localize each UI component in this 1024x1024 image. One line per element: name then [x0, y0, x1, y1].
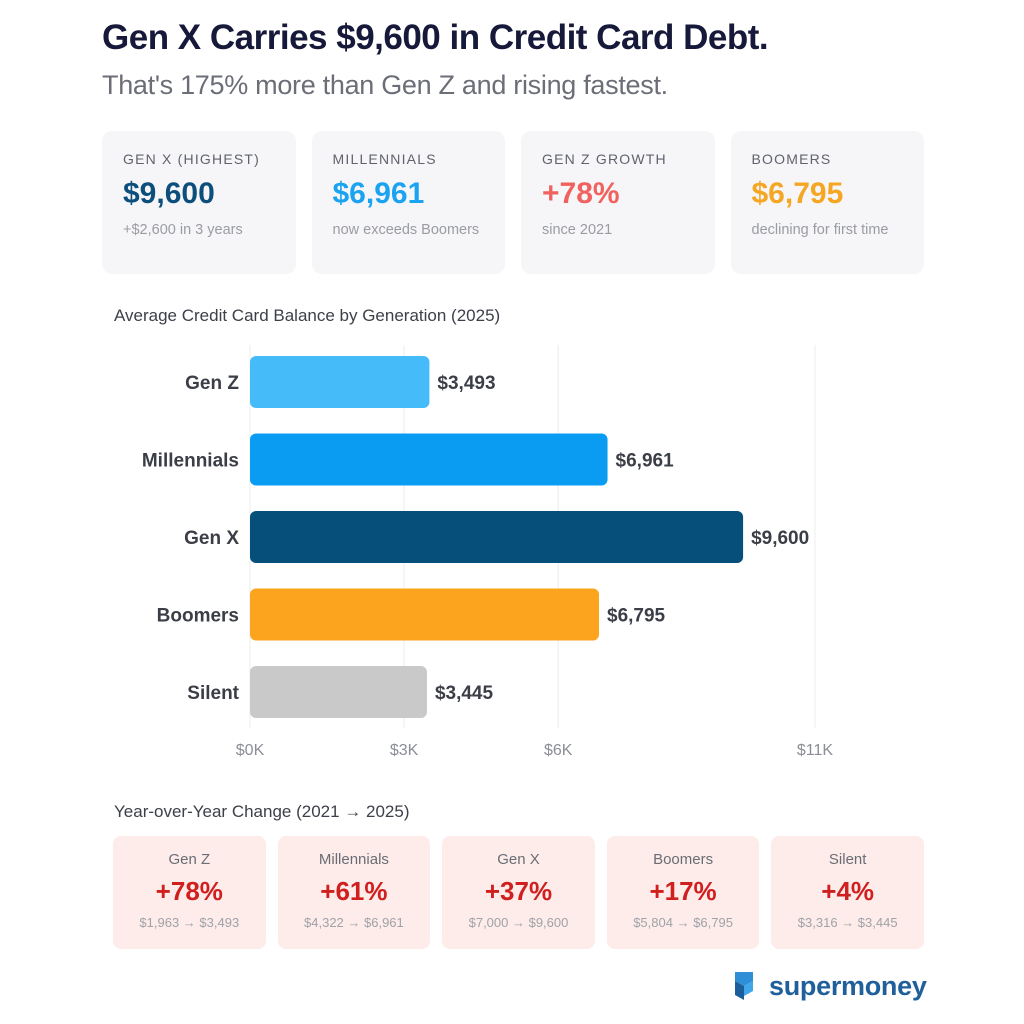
- category-label: Gen Z: [185, 373, 239, 394]
- stat-cards: GEN X (HIGHEST) $9,600 +$2,600 in 3 year…: [102, 131, 924, 274]
- yoy-card-range: $7,000 → $9,600: [468, 915, 569, 930]
- bar-chart-svg: $0K $3K $6K $11K Gen Z $3,493 Millennials $6,96…: [142, 345, 834, 759]
- stat-card-millennials: MILLENNIALS $6,961 now exceeds Boomers: [311, 131, 505, 274]
- yoy-card-percent: +37%: [484, 876, 553, 906]
- stat-card-note: declining for first time: [751, 222, 889, 238]
- bar: [250, 511, 744, 563]
- chart-title: Average Credit Card Balance by Generatio…: [114, 306, 501, 325]
- yoy-card-percent: +61%: [320, 876, 388, 906]
- stat-card-value: $9,600: [123, 177, 215, 210]
- yoy-card-name: Silent: [828, 851, 867, 868]
- stat-card-label: GEN X (HIGHEST): [123, 151, 261, 167]
- stat-card-note: now exceeds Boomers: [332, 222, 480, 238]
- stat-card-value: $6,795: [751, 177, 844, 210]
- yoy-cards: Gen Z +78% $1,963 → $3,493 Millennials +…: [113, 836, 924, 949]
- yoy-card-name: Gen Z: [168, 851, 211, 868]
- yoy-card-gen-z: Gen Z +78% $1,963 → $3,493: [113, 836, 266, 949]
- page-subtitle: That's 175% more than Gen Z and rising f…: [102, 70, 668, 100]
- x-tick-label: $11K: [797, 742, 834, 759]
- yoy-card-range: $3,316 → $3,445: [797, 915, 898, 930]
- yoy-card-boomers: Boomers +17% $5,804 → $6,795: [606, 836, 760, 949]
- stat-card-label: BOOMERS: [751, 151, 832, 167]
- balance-bar-chart: $0K $3K $6K $11K Gen Z $3,493 Millennials $6,96…: [0, 330, 1024, 770]
- stat-card-label: MILLENNIALS: [332, 151, 437, 167]
- stat-card-gen-x: GEN X (HIGHEST) $9,600 +$2,600 in 3 year…: [102, 131, 296, 274]
- stat-card-gen-z-growth: GEN Z GROWTH +78% since 2021: [521, 131, 715, 274]
- yoy-card-name: Millennials: [318, 851, 389, 868]
- yoy-title: Year-over-Year Change (2021 → 2025): [114, 802, 410, 821]
- yoy-card-silent: Silent +4% $3,316 → $3,445: [771, 836, 924, 949]
- category-label: Silent: [187, 683, 239, 704]
- yoy-card-percent: +78%: [155, 876, 223, 906]
- yoy-card-percent: +4%: [821, 876, 875, 906]
- yoy-card-gen-x: Gen X +37% $7,000 → $9,600: [442, 836, 595, 949]
- yoy-card-name: Gen X: [497, 851, 540, 868]
- yoy-card-percent: +17%: [649, 876, 717, 906]
- yoy-card-range: $4,322 → $6,961: [304, 915, 404, 930]
- supermoney-logo-icon: [735, 972, 753, 1000]
- yoy-card-range: $1,963 → $3,493: [139, 915, 240, 930]
- stat-card-note: +$2,600 in 3 years: [123, 222, 243, 238]
- bar-value-label: $6,795: [607, 606, 666, 627]
- bar: [250, 356, 430, 408]
- bar: [250, 588, 600, 641]
- bar-value-label: $9,600: [751, 528, 809, 549]
- stat-card-value: +78%: [542, 177, 620, 210]
- x-tick-label: $6K: [544, 742, 573, 759]
- bar-value-label: $3,445: [435, 683, 494, 704]
- bar-value-label: $6,961: [616, 451, 675, 472]
- yoy-card-name: Boomers: [653, 851, 714, 868]
- stat-card-value: $6,961: [332, 177, 425, 210]
- stat-card-boomers: BOOMERS $6,795 declining for first time: [730, 131, 924, 274]
- yoy-card-millennials: Millennials +61% $4,322 → $6,961: [277, 836, 431, 949]
- bar: [250, 666, 427, 718]
- stat-card-note: since 2021: [542, 222, 613, 238]
- x-tick-label: $3K: [390, 742, 419, 759]
- category-label: Millennials: [142, 451, 239, 472]
- category-label: Gen X: [184, 528, 239, 549]
- yoy-card-range: $5,804 → $6,795: [633, 915, 733, 930]
- bar-value-label: $3,493: [437, 373, 495, 394]
- page-title: Gen X Carries $9,600 in Credit Card Debt…: [102, 18, 769, 57]
- brand: supermoney: [727, 968, 927, 1004]
- x-tick-label: $0K: [236, 742, 265, 759]
- category-label: Boomers: [157, 606, 239, 627]
- stat-card-label: GEN Z GROWTH: [542, 151, 667, 167]
- bar: [250, 433, 608, 486]
- brand-name: supermoney: [769, 970, 927, 1001]
